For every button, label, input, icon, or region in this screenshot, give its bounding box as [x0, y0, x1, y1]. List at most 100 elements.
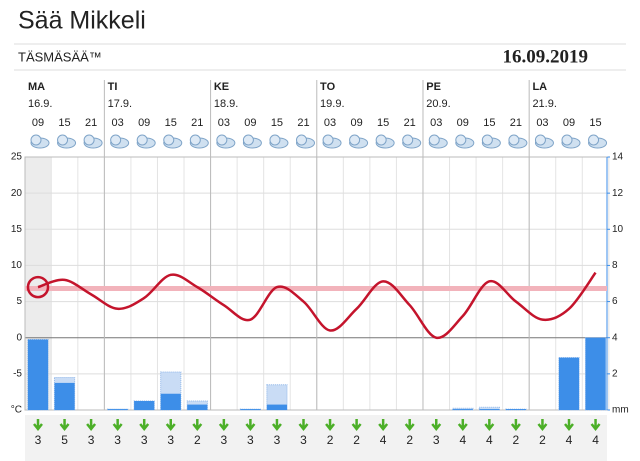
wind-row-bg — [25, 415, 607, 461]
wind-speed: 2 — [539, 433, 546, 447]
precip-bar — [585, 337, 606, 410]
date: 16.09.2019 — [503, 46, 589, 67]
wind-arrow — [245, 419, 256, 432]
day-name: KE — [214, 81, 229, 93]
day-date: 21.9. — [532, 98, 556, 110]
wind-arrow — [404, 419, 415, 432]
weather-icon — [349, 134, 361, 146]
day-name: TI — [108, 81, 118, 93]
day-date: 16.9. — [28, 98, 52, 110]
wind-speed: 3 — [274, 433, 281, 447]
wind-arrow — [431, 419, 442, 432]
weather-icon — [110, 134, 122, 146]
hour-label: 15 — [589, 117, 601, 129]
hour-label: 09 — [563, 117, 575, 129]
y2-tick-label: 2 — [612, 368, 618, 379]
title: Sää Mikkeli — [18, 7, 146, 35]
wind-speed: 4 — [592, 433, 599, 447]
temperature-line — [37, 271, 597, 339]
precip-bar — [27, 339, 49, 410]
y-tick-label: 20 — [11, 188, 23, 199]
hour-label: 09 — [350, 117, 362, 129]
hour-label: 09 — [138, 117, 150, 129]
wind-arrow — [271, 419, 282, 432]
wind-speed: 4 — [566, 433, 573, 447]
weather-icon — [216, 134, 228, 146]
weather-icon — [508, 134, 520, 146]
wind-arrow — [325, 419, 336, 432]
wind-arrow — [218, 419, 229, 432]
precip-max — [266, 384, 288, 411]
wind-speed: 3 — [114, 433, 121, 447]
y-tick-label: 5 — [16, 296, 22, 307]
hour-label: 03 — [112, 117, 124, 129]
day-date: 17.9. — [108, 98, 132, 110]
wind-arrow — [86, 419, 97, 432]
day-date: 20.9. — [426, 98, 450, 110]
wind-speed: 2 — [327, 433, 334, 447]
precip-bar — [160, 393, 181, 410]
wind-arrow — [112, 419, 123, 432]
weather-icon — [296, 134, 307, 146]
y2-tick-label: 14 — [612, 152, 624, 163]
wind-speed: 2 — [353, 433, 360, 447]
hour-label: 15 — [58, 117, 70, 129]
wind-arrow — [537, 419, 548, 432]
precip-bar — [266, 404, 288, 410]
weather-icon — [83, 134, 95, 146]
weather-icon — [534, 134, 546, 146]
wind-arrow — [378, 419, 389, 432]
wind-speed: 4 — [380, 433, 387, 447]
y2-tick-label: 8 — [612, 260, 618, 271]
wind-arrow — [564, 419, 574, 432]
weather-icon — [136, 134, 148, 146]
hour-label: 21 — [85, 117, 97, 129]
hour-label: 15 — [165, 117, 177, 129]
precip-bar — [107, 409, 128, 410]
wind-speed: 3 — [247, 433, 254, 447]
wind-arrow — [165, 419, 176, 432]
plot-frame — [24, 156, 608, 411]
y-tick-label: 0 — [16, 332, 22, 343]
wind-speed: 3 — [221, 433, 228, 447]
hour-label: 03 — [324, 117, 336, 129]
day-date: 19.9. — [320, 98, 344, 110]
hour-label: 09 — [244, 117, 256, 129]
weather-icon — [455, 134, 467, 146]
weather-icon — [481, 134, 493, 146]
weather-icon — [163, 134, 175, 146]
day-name: PE — [426, 81, 441, 93]
wind-arrow — [484, 419, 495, 432]
day-name: TO — [320, 81, 336, 93]
weather-icon — [57, 134, 69, 146]
y-tick-label: °C — [11, 405, 22, 416]
hour-label: 09 — [457, 117, 469, 129]
wind-speed: 2 — [513, 433, 520, 447]
precip-bar — [505, 409, 526, 410]
wind-arrow — [298, 419, 309, 432]
weather-icon — [588, 134, 600, 146]
weather-icon — [402, 134, 414, 146]
wind-arrow — [351, 419, 362, 432]
weather-icon — [242, 134, 254, 146]
y2-tick-label: 10 — [612, 224, 624, 235]
hour-label: 15 — [377, 117, 389, 129]
hour-label: 03 — [430, 117, 442, 129]
day-date: 18.9. — [214, 98, 238, 110]
weather-icon — [375, 134, 387, 146]
precip-bar — [54, 382, 75, 410]
wind-speed: 3 — [167, 433, 174, 447]
hour-label: 21 — [297, 117, 309, 129]
precip-bar — [134, 400, 155, 410]
precip-bar — [240, 409, 261, 410]
hour-label: 21 — [510, 117, 522, 129]
precip-bar — [187, 404, 208, 410]
precip-bar — [479, 409, 500, 410]
precip-bar — [558, 357, 580, 410]
y-tick-label: 10 — [11, 260, 23, 271]
hour-label: 09 — [32, 117, 44, 129]
hour-label: 15 — [483, 117, 495, 129]
weather-icon — [322, 134, 334, 146]
day-name: LA — [532, 81, 547, 93]
